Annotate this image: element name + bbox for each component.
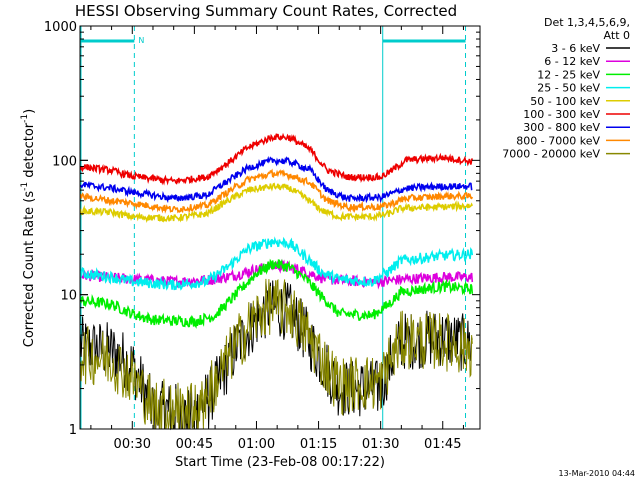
series-line-5: [79, 182, 474, 224]
x-tick-label: 01:45: [424, 437, 461, 452]
legend-label: 25 - 50 keV: [537, 82, 600, 95]
footer-timestamp: 13-Mar-2010 04:44: [559, 469, 636, 478]
y-tick-label: 10: [60, 289, 77, 304]
x-axis-title: Start Time (23-Feb-08 00:17:22): [175, 455, 385, 470]
legend-label: 800 - 7000 keV: [516, 134, 600, 147]
x-tick-label: 01:00: [238, 437, 275, 452]
legend-label: 50 - 100 keV: [530, 95, 600, 108]
y-axis-title-sup2: -1: [20, 114, 30, 123]
series-line-6: [79, 132, 474, 186]
legend-label: 7000 - 20000 keV: [502, 148, 600, 161]
y-tick-label: 100: [52, 154, 77, 169]
series-line-3: [79, 258, 474, 329]
y-tick-label: 1000: [44, 20, 77, 35]
y-axis: 1 10 100 1000: [44, 20, 480, 438]
legend-label: 100 - 300 keV: [523, 108, 600, 121]
y-axis-title-sup1: -1: [20, 182, 30, 191]
series-line-7: [79, 155, 473, 204]
x-tick-label: 00:45: [176, 437, 213, 452]
x-tick-label: 01:30: [362, 437, 399, 452]
series-line-9: [79, 278, 473, 430]
x-axis: 00:30 00:45 01:00 01:15 01:30 01:45: [90, 26, 464, 452]
y-tick-label: 1: [69, 423, 77, 438]
legend-header-2: Att 0: [604, 29, 630, 42]
series-line-4: [79, 236, 474, 291]
y-axis-title: Corrected Count Rate (s-1 detector-1): [20, 109, 37, 347]
legend-label: 300 - 800 keV: [523, 121, 600, 134]
series-line-8: [79, 168, 474, 214]
x-tick-label: 00:30: [114, 437, 151, 452]
y-axis-title-part3: ): [22, 109, 37, 114]
y-axis-title-part2: detector: [22, 122, 37, 182]
plot-area: N: [79, 26, 474, 431]
legend-label: 6 - 12 keV: [544, 55, 600, 68]
flag-label: N: [138, 36, 144, 45]
legend-header-1: Det 1,3,4,5,6,9,: [544, 16, 630, 29]
legend-label: 3 - 6 keV: [551, 42, 600, 55]
y-axis-title-part1: Corrected Count Rate (s: [22, 191, 37, 348]
legend-label: 12 - 25 keV: [537, 68, 600, 81]
x-tick-label: 01:15: [300, 437, 337, 452]
chart-title: HESSI Observing Summary Count Rates, Cor…: [75, 2, 457, 20]
plot-frame: [79, 25, 481, 430]
